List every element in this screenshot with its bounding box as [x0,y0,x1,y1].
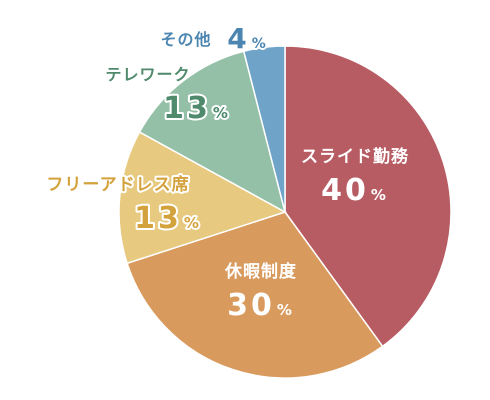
slice-value: 40% [321,173,389,208]
slice-value: 4% [227,22,269,55]
labels-layer: スライド勤務 40 % 休暇制度 30 % フリーアドレス席 13 % テレワーク 13 % その他 4% [44,20,409,323]
pie-slice [138,50,287,214]
slice-value: 13% [163,91,231,126]
slice-value: 13% [134,201,202,236]
slice-label: フリーアドレス席 [46,174,189,195]
slices-layer [118,45,452,379]
pie-slice [118,131,287,265]
slice-label: 休暇制度 [224,261,297,282]
pie-slice [284,45,452,348]
pie-slice [126,211,384,379]
slice-label: テレワーク [105,65,190,84]
slice-label: スライド勤務 [301,146,409,167]
slice-value: 30% [227,288,295,323]
slice-label: その他 [160,30,211,49]
pie-slice [242,45,286,213]
